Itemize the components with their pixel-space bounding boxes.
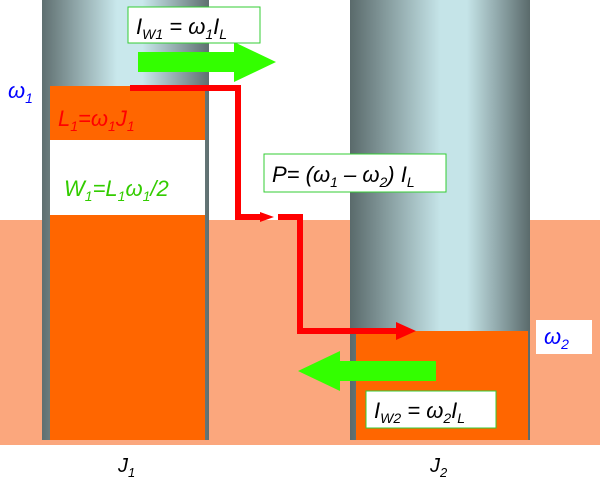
flow-arrowhead-icon bbox=[396, 322, 416, 340]
flow-path-lower bbox=[278, 214, 398, 334]
j1-label: J1 bbox=[117, 455, 135, 480]
power-label: P= (ω1 – ω2) IL bbox=[272, 162, 415, 190]
fluid-left bbox=[50, 86, 205, 440]
iw2-label: IW2 = ω2IL bbox=[374, 398, 465, 426]
flux-arrow-right-icon bbox=[138, 42, 276, 82]
iw1-box bbox=[127, 6, 261, 44]
iw1-label: IW1 = ω1IL bbox=[136, 14, 227, 42]
flux-arrow-left-icon bbox=[298, 351, 436, 391]
iw2-box bbox=[365, 390, 497, 429]
flow-arrowhead-mid-icon bbox=[260, 212, 274, 222]
w1-box bbox=[50, 140, 205, 215]
omega1-label: ω1 bbox=[8, 78, 33, 106]
j2-label: J2 bbox=[429, 455, 448, 480]
omega2-label: ω2 bbox=[544, 324, 569, 352]
omega2-box bbox=[536, 320, 592, 354]
p-box bbox=[263, 153, 447, 193]
w1-label: W1=L1ω1/2 bbox=[64, 176, 169, 204]
flow-path-upper bbox=[130, 85, 262, 220]
l1-label: L1=ω1J1 bbox=[58, 106, 135, 134]
